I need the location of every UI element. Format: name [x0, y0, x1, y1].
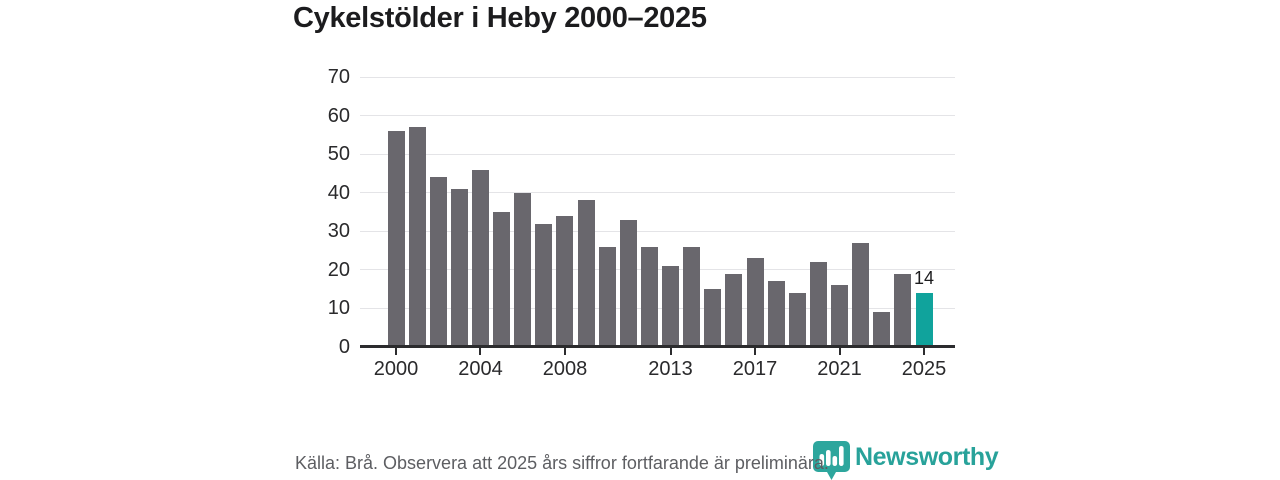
newsworthy-wordmark: Newsworthy	[855, 443, 999, 471]
x-axis-label-2021: 2021	[817, 358, 862, 380]
bar-2018	[767, 281, 785, 347]
x-tick-2013	[669, 348, 672, 355]
bar-2011	[619, 219, 637, 347]
bar-2009	[577, 200, 595, 347]
bar-2001	[408, 127, 426, 347]
bar-2012	[640, 246, 658, 347]
y-axis-label-20: 20	[327, 258, 350, 281]
y-axis-label-70: 70	[327, 66, 350, 88]
y-axis-label-40: 40	[327, 181, 350, 204]
x-axis-line	[360, 345, 955, 348]
bar-2004	[471, 169, 489, 347]
gridline-y-50	[360, 153, 955, 155]
y-axis-label-60: 60	[327, 104, 350, 127]
x-tick-2017	[754, 348, 757, 355]
x-axis-label-2000: 2000	[373, 358, 419, 380]
bar-2020	[809, 262, 827, 347]
bar-2005	[493, 212, 511, 347]
bar-2024	[894, 273, 912, 347]
bar-2008	[556, 215, 574, 347]
bar-2022	[852, 242, 870, 347]
newsworthy-badge-barchart-icon	[813, 441, 850, 480]
bar-2010	[598, 246, 616, 347]
bar-value-label: 14	[913, 268, 935, 288]
gridline-y-40	[360, 192, 955, 194]
x-axis-label-2004: 2004	[458, 358, 503, 380]
x-tick-2000	[395, 348, 397, 355]
x-axis-label-2013: 2013	[648, 358, 693, 380]
y-axis-label-30: 30	[327, 220, 350, 243]
bar-2013	[662, 266, 680, 347]
bar-2003	[450, 188, 468, 347]
gridline-y-30	[360, 230, 955, 232]
gridline-y-60	[360, 115, 955, 117]
source-note: Källa: Brå. Observera att 2025 års siffr…	[295, 453, 829, 473]
bar-2006	[514, 192, 532, 347]
x-axis-label-2017: 2017	[732, 358, 778, 380]
x-tick-2004	[479, 348, 482, 355]
bar-2002	[429, 177, 447, 347]
x-axis-label-2008: 2008	[542, 358, 588, 380]
bar-2019	[788, 293, 806, 347]
x-tick-2021	[838, 348, 841, 355]
bar-2000	[387, 131, 405, 347]
newsworthy-logo: Newsworthy	[813, 441, 999, 480]
bar-2017	[746, 258, 764, 347]
y-axis-label-0: 0	[338, 336, 350, 358]
x-tick-2025	[923, 348, 925, 355]
bar-2014	[683, 246, 701, 347]
bar-2023	[873, 312, 891, 347]
plot-area	[360, 76, 955, 355]
bar-2016	[725, 273, 743, 347]
x-tick-2008	[563, 348, 566, 355]
y-axis-label-10: 10	[327, 297, 350, 320]
gridline-y-70	[360, 76, 955, 78]
chart-title: Cykelstölder i Heby 2000–2025	[293, 2, 707, 34]
bar-2007	[535, 223, 553, 347]
bar-2015	[704, 289, 722, 347]
bar-2025	[915, 293, 933, 347]
x-axis-label-2025: 2025	[901, 358, 947, 380]
y-axis-label-50: 50	[327, 143, 350, 166]
bar-2021	[831, 285, 849, 347]
